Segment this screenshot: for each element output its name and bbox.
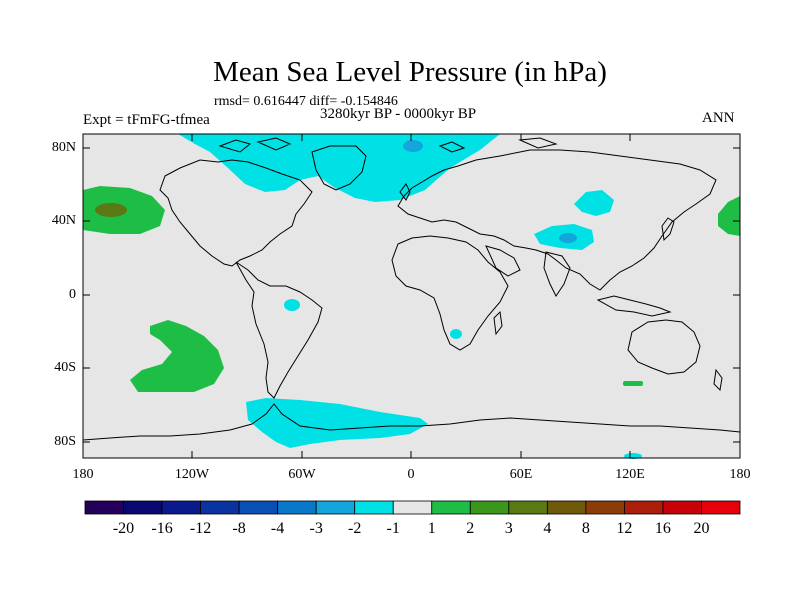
lat-label-80n: 80N — [51, 140, 76, 155]
colorbar-box — [84, 500, 124, 515]
anomaly-regions — [83, 134, 740, 459]
indonesia-coast — [596, 295, 672, 317]
safrica-negative — [450, 329, 462, 339]
colorbar-label: 2 — [466, 520, 475, 537]
colorbar-box — [431, 500, 471, 515]
npacific-strong-positive — [95, 203, 127, 217]
arabia-coast — [485, 245, 521, 277]
lat-label-40s: 40S — [54, 360, 76, 375]
arctic-strong-negative — [403, 140, 423, 152]
madagascar-coast — [493, 310, 503, 336]
antarctic-negative-region — [246, 398, 428, 448]
spacific-positive-region — [130, 320, 224, 392]
lon-label-180e: 180 — [729, 467, 751, 482]
colorbar-label: -4 — [270, 520, 285, 537]
south-america-coast — [235, 261, 323, 399]
stats-line: rmsd= 0.616447 diff= -0.154846 — [214, 94, 398, 109]
uk-coast — [399, 183, 411, 201]
colorbar-box — [701, 500, 741, 515]
samerica-negative — [284, 299, 300, 311]
colorbar-label: 16 — [654, 520, 671, 537]
colorbar-box — [546, 500, 587, 515]
lon-label-0: 0 — [407, 467, 415, 482]
colorbar-label: 3 — [504, 520, 513, 537]
colorbar-box — [315, 500, 356, 515]
colorbar-label: 1 — [427, 520, 436, 537]
colorbar-label: -2 — [348, 520, 362, 537]
season-label: ANN — [702, 110, 735, 126]
colorbar-box — [508, 500, 548, 515]
lon-label-180w: 180 — [72, 467, 94, 482]
colorbar-box — [200, 500, 240, 515]
colorbar-box — [662, 500, 702, 515]
colorbar-box — [469, 500, 510, 515]
north-america-coast — [159, 159, 313, 267]
colorbar-label: -8 — [232, 520, 246, 537]
colorbar-box — [585, 500, 625, 515]
lon-label-60e: 60E — [509, 467, 533, 482]
colorbar-label: 8 — [581, 520, 590, 537]
colorbar — [84, 500, 741, 515]
eurasia-coast — [397, 149, 717, 291]
india-coast — [543, 251, 571, 297]
colorbar-box — [123, 500, 163, 515]
australia-coast — [627, 319, 701, 375]
colorbar-box — [624, 500, 664, 515]
colorbar-label: -3 — [309, 520, 323, 537]
antarctica-coast — [82, 403, 741, 441]
lat-label-80s: 80S — [54, 434, 76, 449]
arctic-negative-region — [178, 134, 500, 202]
colorbar-box — [277, 500, 317, 515]
lat-label-0: 0 — [69, 287, 76, 302]
colorbar-label: 20 — [693, 520, 710, 537]
colorbar-box — [354, 500, 394, 515]
period-label: 3280kyr BP - 0000kyr BP — [320, 106, 477, 122]
japan-coast — [661, 217, 675, 242]
axis-ticks — [83, 134, 740, 458]
australia-positive — [623, 381, 643, 386]
colorbar-label: -16 — [151, 520, 173, 537]
colorbar-box — [392, 500, 433, 515]
new-zealand-coast — [713, 368, 723, 392]
colorbar-label: -1 — [386, 520, 400, 537]
colorbar-box — [238, 500, 279, 515]
lon-label-120w: 120W — [174, 467, 210, 482]
plot-title: Mean Sea Level Pressure (in hPa) — [213, 56, 607, 88]
coastlines — [82, 137, 741, 441]
colorbar-label: -20 — [112, 520, 135, 537]
asia-negative-north — [574, 190, 614, 216]
lon-label-120e: 120E — [615, 467, 645, 482]
greenland-coast — [311, 145, 367, 191]
colorbar-label: 12 — [616, 520, 633, 537]
colorbar-label: -12 — [189, 520, 212, 537]
lon-label-60w: 60W — [288, 467, 316, 482]
africa-coast — [391, 235, 509, 351]
colorbar-box — [161, 500, 201, 515]
pacific-east-positive — [718, 196, 740, 236]
asia-strong-negative — [559, 233, 577, 243]
colorbar-label: 4 — [543, 520, 552, 537]
lat-label-40n: 40N — [51, 213, 76, 228]
experiment-label: Expt = tFmFG-tfmea — [83, 112, 210, 128]
arctic-islands-coast — [218, 137, 558, 153]
